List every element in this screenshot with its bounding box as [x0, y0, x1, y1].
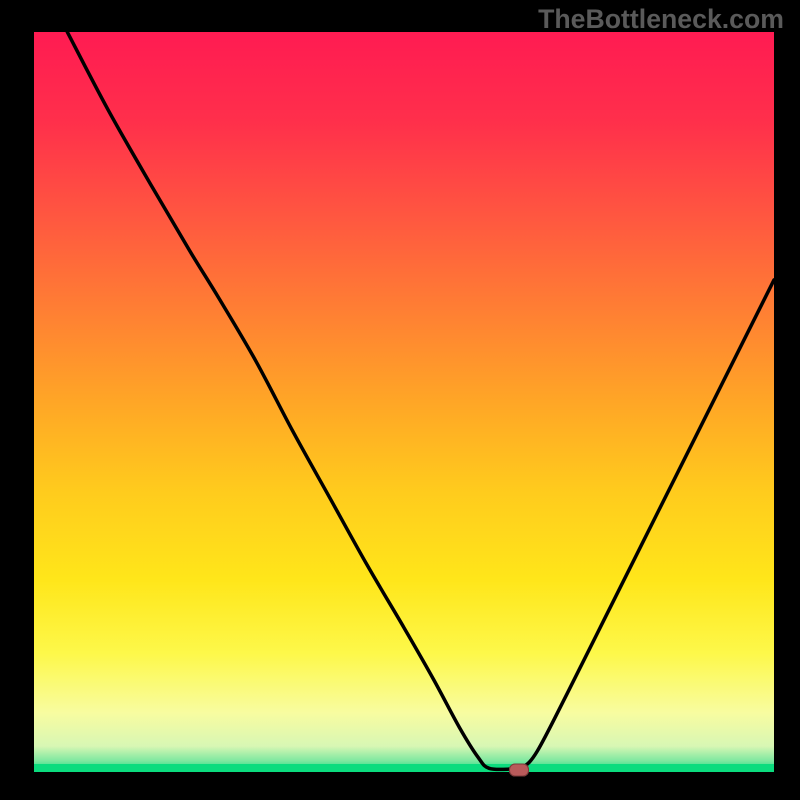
plot-area: [34, 32, 774, 772]
bottleneck-curve: [34, 32, 774, 772]
watermark-text: TheBottleneck.com: [538, 4, 784, 35]
optimal-point-marker: [509, 763, 529, 776]
stage: TheBottleneck.com: [0, 0, 800, 800]
